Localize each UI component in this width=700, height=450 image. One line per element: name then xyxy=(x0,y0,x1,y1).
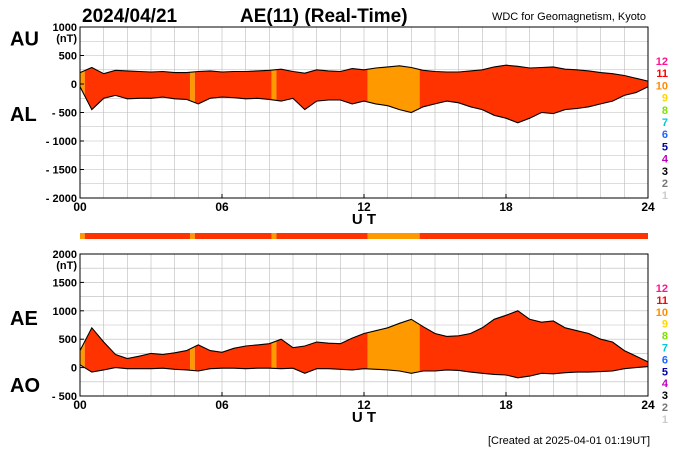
y-tick-label: 2000 xyxy=(53,249,77,261)
legend-count-9: 9 xyxy=(662,319,668,331)
index-title: AE(11) (Real-Time) xyxy=(240,6,408,27)
fill-segment-10 xyxy=(271,65,277,123)
x-tick-label: 06 xyxy=(215,398,229,412)
series-name-label: AU xyxy=(10,29,39,51)
count-bar-segment xyxy=(190,233,195,239)
legend-count-2: 2 xyxy=(662,178,668,190)
x-tick-label: 18 xyxy=(499,200,513,214)
series-line-ao xyxy=(79,364,649,379)
y-tick-label: 500 xyxy=(59,334,77,346)
legend-count-8: 8 xyxy=(662,105,668,117)
legend-count-3: 3 xyxy=(662,166,668,178)
x-tick-label: 24 xyxy=(641,200,655,214)
created-footer: [Created at 2025-04-01 01:19UT] xyxy=(488,435,650,447)
series-name-label: AO xyxy=(10,375,40,397)
x-tick-label: 00 xyxy=(73,200,87,214)
legend-count-9: 9 xyxy=(662,93,668,105)
series-line-ae xyxy=(79,310,649,363)
series-line-al xyxy=(79,86,649,124)
legend-count-11: 11 xyxy=(656,295,668,307)
x-axis-label: U T xyxy=(352,409,376,426)
y-tick-label: 0 xyxy=(71,363,77,375)
legend-count-4: 4 xyxy=(662,154,669,166)
y-tick-label: 1000 xyxy=(53,22,77,34)
count-bar-segment xyxy=(271,233,277,239)
count-bar-segment xyxy=(276,233,368,239)
legend-count-3: 3 xyxy=(662,390,668,402)
legend-count-7: 7 xyxy=(662,343,668,355)
legend-count-12: 12 xyxy=(656,283,668,295)
y-tick-label: 1000 xyxy=(53,306,77,318)
count-bar-segment xyxy=(367,233,420,239)
legend-count-2: 2 xyxy=(662,402,668,414)
y-tick-label: - 1000 xyxy=(46,136,77,148)
x-tick-label: 12 xyxy=(357,200,371,214)
x-axis-label: U T xyxy=(352,211,376,228)
legend-count-8: 8 xyxy=(662,331,668,343)
legend-count-6: 6 xyxy=(662,354,668,366)
y-tick-label: - 1500 xyxy=(46,165,77,177)
y-units-label: (nT) xyxy=(56,33,77,45)
legend-count-1: 1 xyxy=(662,190,668,202)
legend-count-5: 5 xyxy=(662,141,668,153)
y-tick-label: 0 xyxy=(71,79,77,91)
y-tick-label: - 500 xyxy=(52,391,77,403)
series-name-label: AE xyxy=(10,308,38,330)
source-label: WDC for Geomagnetism, Kyoto xyxy=(492,11,646,23)
x-tick-label: 00 xyxy=(73,398,87,412)
count-bar-segment xyxy=(419,233,648,239)
legend-count-10: 10 xyxy=(656,307,668,319)
legend-count-4: 4 xyxy=(662,378,669,390)
fill-segment-10 xyxy=(271,310,277,378)
y-tick-label: - 500 xyxy=(52,108,77,120)
station-count-bar xyxy=(80,233,648,239)
legend-count-6: 6 xyxy=(662,129,668,141)
legend-count-11: 11 xyxy=(656,68,668,80)
count-bar-segment xyxy=(194,233,272,239)
count-bar-segment xyxy=(84,233,191,239)
legend-count-1: 1 xyxy=(662,414,668,426)
x-tick-label: 06 xyxy=(215,200,229,214)
fill-segment-10 xyxy=(190,65,195,123)
date-title: 2024/04/21 xyxy=(82,6,178,27)
count-bar-segment xyxy=(80,233,85,239)
x-tick-label: 18 xyxy=(499,398,513,412)
panel-au-al: 1000 500 0 - 500 - 1000 - 1500 - 2000 (nT) 00 06 1… xyxy=(10,22,669,228)
x-tick-label: 24 xyxy=(641,398,655,412)
series-name-label: AL xyxy=(10,104,37,126)
y-tick-label: - 2000 xyxy=(46,193,77,205)
legend-count-10: 10 xyxy=(656,80,668,92)
legend-count-7: 7 xyxy=(662,117,668,129)
y-tick-label: 500 xyxy=(59,51,77,63)
y-tick-label: 1500 xyxy=(53,277,77,289)
x-tick-label: 12 xyxy=(357,398,371,412)
legend-count-5: 5 xyxy=(662,366,668,378)
y-units-label: (nT) xyxy=(56,260,77,272)
legend-count-12: 12 xyxy=(656,56,668,68)
series-line-au xyxy=(79,64,649,82)
